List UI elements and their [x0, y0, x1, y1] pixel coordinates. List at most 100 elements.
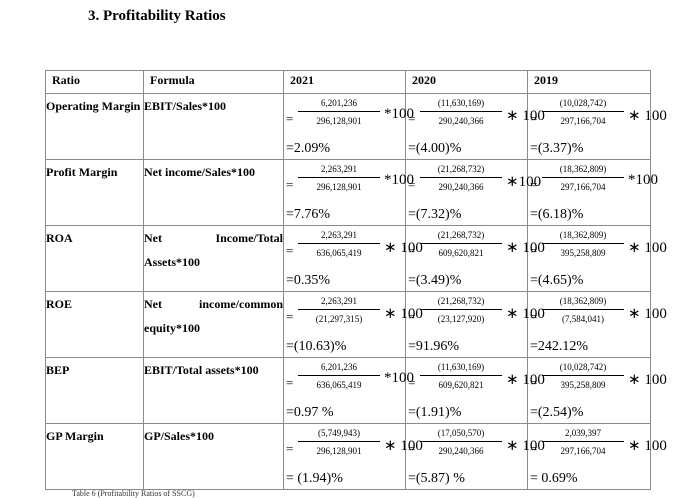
denominator: 297,166,704 — [560, 446, 606, 456]
ratio-result: =242.12% — [530, 339, 589, 354]
multiplier: ∗ 100 — [384, 438, 423, 454]
calc-cell-2021: = 2,263,291 (21,297,315) ∗ 100 =(10.63)% — [283, 291, 423, 358]
numerator: (18,362,809) — [559, 230, 607, 240]
denominator: 296,128,901 — [316, 446, 362, 456]
equals-sign: = — [530, 177, 538, 192]
fraction: (18,362,809) (7,584,041) — [542, 295, 624, 325]
numerator: 2,263,291 — [321, 296, 357, 306]
calc-cell-2020: = (21,268,732) 290,240,366 ∗100 =(7.32)% — [405, 159, 541, 226]
equals-sign: = — [286, 243, 294, 258]
fraction: (11,630,169) 609,620,821 — [420, 361, 502, 391]
fraction: (10,028,742) 395,258,809 — [542, 361, 624, 391]
multiplier: ∗ 100 — [628, 240, 667, 256]
table-row: Profit Margin Net income/Sales*100 = 2,263,… — [45, 159, 658, 226]
denominator: 296,128,901 — [316, 182, 362, 192]
fraction-expression: = 2,263,291 296,128,901 *100 — [286, 163, 414, 215]
header-formula: Formula — [143, 70, 284, 94]
ratio-name: Operating Margin — [45, 93, 144, 160]
multiplier: ∗ 100 — [628, 306, 667, 322]
denominator: 395,258,809 — [560, 380, 606, 390]
calc-cell-2021: = 2,263,291 296,128,901 *100 =7.76% — [283, 159, 414, 226]
profitability-ratios-table: Ratio Formula 2021 2020 2019 Operating M… — [45, 70, 667, 490]
equals-sign: = — [286, 177, 294, 192]
fraction: (18,362,809) 297,166,704 — [542, 163, 624, 193]
header-2020: 2020 — [405, 70, 528, 94]
denominator: (21,297,315) — [315, 314, 363, 324]
calc-cell-2020: = (11,630,169) 290,240,366 ∗ 100 =(4.00)% — [405, 93, 545, 160]
ratio-result: =2.09% — [286, 141, 331, 156]
multiplier: *100 — [384, 370, 414, 386]
fraction-bar — [420, 243, 502, 244]
fraction-bar — [542, 177, 624, 178]
ratio-name: Profit Margin — [45, 159, 144, 226]
ratio-result: =(4.00)% — [408, 141, 462, 156]
fraction-expression: = (11,630,169) 609,620,821 ∗ 100 — [408, 361, 545, 413]
numerator: (10,028,742) — [559, 362, 607, 372]
ratio-formula: Net income/Sales*100 — [143, 159, 284, 226]
numerator: 2,263,291 — [321, 230, 357, 240]
fraction: 6,201,236 296,128,901 — [298, 97, 380, 127]
fraction-bar — [542, 375, 624, 376]
numerator: (21,268,732) — [437, 164, 485, 174]
denominator: (7,584,041) — [562, 314, 604, 324]
equals-sign: = — [286, 375, 294, 390]
fraction-bar — [298, 177, 380, 178]
fraction-expression: = (21,268,732) 290,240,366 ∗100 — [408, 163, 541, 215]
ratio-formula: GP/Sales*100 — [143, 423, 284, 490]
equals-sign: = — [408, 441, 416, 456]
multiplier: *100 — [384, 172, 414, 188]
multiplier: ∗ 100 — [506, 372, 545, 388]
numerator: (17,050,570) — [437, 428, 485, 438]
fraction-expression: = 6,201,236 296,128,901 *100 — [286, 97, 414, 149]
numerator: 6,201,236 — [321, 362, 357, 372]
numerator: (18,362,809) — [559, 164, 607, 174]
ratio-name: ROA — [45, 225, 144, 292]
equals-sign: = — [286, 441, 294, 456]
fraction: (11,630,169) 290,240,366 — [420, 97, 502, 127]
fraction-expression: = (17,050,570) 290,240,366 ∗ 100 — [408, 427, 545, 479]
fraction-expression: = (21,268,732) 609,620,821 ∗ 100 — [408, 229, 545, 281]
numerator: 6,201,236 — [321, 98, 357, 108]
fraction-bar — [298, 375, 380, 376]
fraction: 2,039,397 297,166,704 — [542, 427, 624, 457]
ratio-result: =(1.91)% — [408, 405, 462, 420]
calc-cell-2019: = (18,362,809) 395,258,809 ∗ 100 =(4.65)% — [527, 225, 667, 292]
fraction-expression: = 2,039,397 297,166,704 ∗ 100 — [530, 427, 667, 479]
denominator: 636,065,419 — [316, 380, 362, 390]
fraction-expression: = (10,028,742) 395,258,809 ∗ 100 — [530, 361, 667, 413]
fraction-bar — [542, 309, 624, 310]
ratio-result: =(7.32)% — [408, 207, 462, 222]
ratio-result: =(10.63)% — [286, 339, 347, 354]
fraction-bar — [298, 243, 380, 244]
multiplier: ∗100 — [506, 174, 542, 190]
multiplier: ∗ 100 — [628, 372, 667, 388]
ratio-result: =0.97 % — [286, 405, 334, 420]
ratio-result: = 0.69% — [530, 471, 578, 486]
table-row: ROA Net Income/Total Assets*100 = 2,263,291… — [45, 225, 667, 292]
calc-cell-2019: = (10,028,742) 297,166,704 ∗ 100 =(3.37)% — [527, 93, 667, 160]
equals-sign: = — [408, 111, 416, 126]
equals-sign: = — [530, 111, 538, 126]
numerator: (10,028,742) — [559, 98, 607, 108]
ratio-result: =(2.54)% — [530, 405, 584, 420]
fraction: 2,263,291 296,128,901 — [298, 163, 380, 193]
numerator: (11,630,169) — [437, 362, 485, 372]
fraction: (17,050,570) 290,240,366 — [420, 427, 502, 457]
fraction-expression: = (21,268,732) (23,127,920) ∗ 100 — [408, 295, 545, 347]
fraction-bar — [542, 243, 624, 244]
ratio-result: =0.35% — [286, 273, 331, 288]
fraction-bar — [298, 441, 380, 442]
fraction: 2,263,291 (21,297,315) — [298, 295, 380, 325]
fraction: 2,263,291 636,065,419 — [298, 229, 380, 259]
fraction-bar — [542, 441, 624, 442]
fraction-expression: = (5,749,943) 296,128,901 ∗ 100 — [286, 427, 423, 479]
equals-sign: = — [286, 111, 294, 126]
calc-cell-2021: = 6,201,236 636,065,419 *100 =0.97 % — [283, 357, 414, 424]
equals-sign: = — [530, 441, 538, 456]
ratio-result: =(4.65)% — [530, 273, 584, 288]
fraction-bar — [298, 309, 380, 310]
multiplier: ∗ 100 — [506, 108, 545, 124]
table-row: GP Margin GP/Sales*100 = (5,749,943) 296,128… — [45, 423, 667, 490]
calc-cell-2019: = (10,028,742) 395,258,809 ∗ 100 =(2.54)% — [527, 357, 667, 424]
multiplier: *100 — [384, 106, 414, 122]
